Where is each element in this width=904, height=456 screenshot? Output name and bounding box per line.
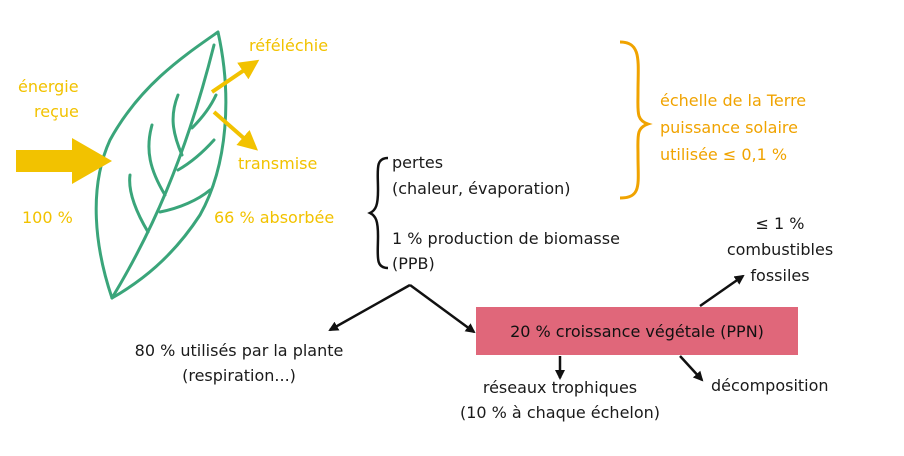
arrow-to-growth (409, 283, 476, 334)
biomass-line1: 1 % production de biomasse (392, 229, 620, 248)
transmitted-arrow (212, 110, 259, 151)
plant-use-line1: 80 % utilisés par la plante (134, 341, 344, 360)
reflected-label: réféléchie (249, 36, 329, 55)
arrow-to-decomposition (679, 355, 704, 382)
transmitted-label: transmise (238, 154, 318, 173)
fossil-line3: fossiles (750, 266, 810, 285)
decomposition-label: décomposition (711, 376, 829, 395)
food-web-line2: (10 % à chaque échelon) (459, 403, 661, 422)
arrow-to-fossil-fuels (699, 274, 745, 308)
losses-line1: pertes (392, 153, 444, 172)
growth-box: 20 % croissance végétale (PPN) (476, 307, 798, 355)
earth-scale-line2: puissance solaire (660, 118, 798, 137)
incoming-percent-label: 100 % (22, 208, 73, 227)
food-web-line1: réseaux trophiques (482, 378, 638, 397)
losses-line2: (chaleur, évaporation) (392, 179, 571, 198)
incoming-energy-label-line1: énergie (18, 77, 79, 96)
earth-scale-line1: échelle de la Terre (660, 91, 807, 110)
biomass-line2: (PPB) (392, 254, 435, 273)
leaf-illustration (94, 30, 228, 300)
plant-use-line2: (respiration...) (182, 366, 296, 385)
arrow-to-plant-use (328, 283, 411, 332)
growth-label: 20 % croissance végétale (PPN) (510, 321, 764, 341)
fossil-line2: combustibles (726, 240, 834, 259)
fossil-line1: ≤ 1 % (755, 214, 805, 233)
incoming-energy-arrow (16, 138, 112, 184)
reflected-arrow (210, 59, 260, 94)
earth-scale-line3: utilisée ≤ 0,1 % (660, 145, 788, 164)
absorbed-split-brace (367, 156, 389, 270)
earth-scale-brace (619, 40, 653, 200)
incoming-energy-label-line2: reçue (34, 102, 79, 121)
absorbed-label: 66 % absorbée (214, 208, 335, 227)
